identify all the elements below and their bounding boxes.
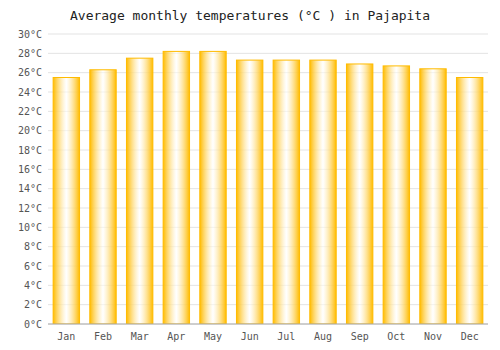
bar bbox=[126, 58, 152, 324]
bars bbox=[53, 51, 483, 324]
bar bbox=[53, 78, 79, 325]
y-tick-label: 28°C bbox=[18, 48, 42, 59]
grid-line bbox=[48, 53, 488, 54]
x-tick-label: Nov bbox=[424, 331, 442, 342]
y-tick-label: 14°C bbox=[18, 183, 42, 194]
bar bbox=[200, 51, 226, 324]
x-tick-label: Sep bbox=[351, 331, 369, 342]
y-tick-label: 16°C bbox=[18, 164, 42, 175]
chart-title: Average monthly temperatures (°C ) in Pa… bbox=[70, 8, 430, 23]
x-tick-label: Feb bbox=[94, 331, 112, 342]
y-tick-label: 26°C bbox=[18, 67, 42, 78]
y-tick-label: 6°C bbox=[24, 261, 42, 272]
x-tick-label: May bbox=[204, 331, 222, 342]
bar bbox=[420, 69, 446, 324]
chart-container: Average monthly temperatures (°C ) in Pa… bbox=[0, 0, 500, 350]
bar bbox=[273, 60, 299, 324]
x-tick-label: Dec bbox=[461, 331, 479, 342]
x-tick-label: Apr bbox=[167, 331, 185, 342]
y-tick-label: 4°C bbox=[24, 280, 42, 291]
y-tick-label: 8°C bbox=[24, 241, 42, 252]
y-grid bbox=[48, 34, 488, 324]
bar bbox=[456, 78, 482, 325]
y-tick-label: 22°C bbox=[18, 106, 42, 117]
x-tick-label: Aug bbox=[314, 331, 332, 342]
bar bbox=[236, 60, 262, 324]
x-tick-label: Jan bbox=[57, 331, 75, 342]
bar bbox=[310, 60, 336, 324]
x-tick-label: Mar bbox=[131, 331, 149, 342]
y-tick-label: 18°C bbox=[18, 145, 42, 156]
grid-line bbox=[48, 324, 488, 325]
y-tick-label: 10°C bbox=[18, 222, 42, 233]
bar bbox=[90, 70, 116, 324]
y-tick-label: 12°C bbox=[18, 203, 42, 214]
y-tick-label: 24°C bbox=[18, 87, 42, 98]
y-tick-label: 20°C bbox=[18, 125, 42, 136]
y-tick-label: 0°C bbox=[24, 319, 42, 330]
bar bbox=[346, 64, 372, 324]
grid-line bbox=[48, 34, 488, 35]
x-tick-label: Jul bbox=[277, 331, 295, 342]
x-axis-line bbox=[48, 324, 488, 325]
bar bbox=[383, 66, 409, 324]
x-tick-label: Jun bbox=[241, 331, 259, 342]
y-tick-label: 2°C bbox=[24, 299, 42, 310]
bar bbox=[163, 51, 189, 324]
chart-svg: Average monthly temperatures (°C ) in Pa… bbox=[0, 0, 500, 350]
y-tick-label: 30°C bbox=[18, 29, 42, 40]
x-tick-label: Oct bbox=[387, 331, 405, 342]
